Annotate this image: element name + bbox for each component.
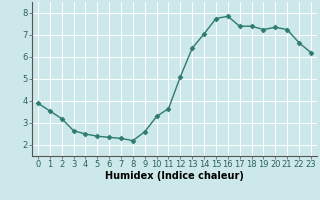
X-axis label: Humidex (Indice chaleur): Humidex (Indice chaleur) [105, 171, 244, 181]
